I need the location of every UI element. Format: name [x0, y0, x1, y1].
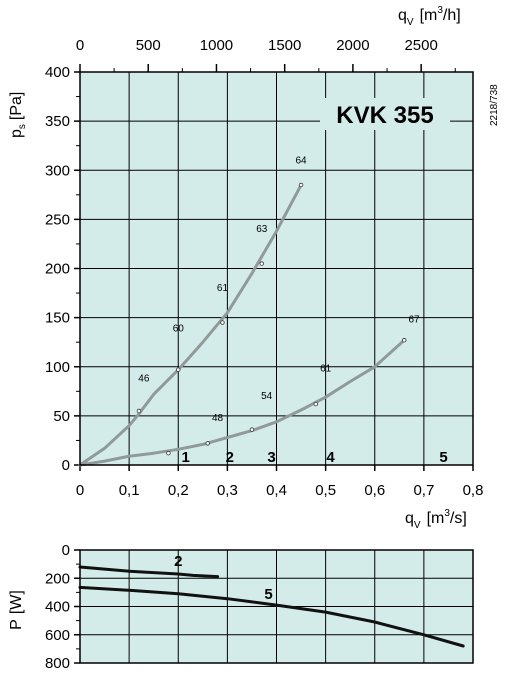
top-x-tick-label: 500: [136, 37, 161, 54]
upper-y-tick-label: 200: [45, 261, 70, 278]
curve-marker: [220, 320, 225, 325]
lower-y-tick-labels: 0 200 400 600 800: [45, 542, 70, 672]
upper-x-tick-label: 0,4: [266, 482, 287, 499]
upper-y-tick-label: 100: [45, 359, 70, 376]
sound-level-label: 48: [212, 413, 224, 424]
x-axis-label: qV [m3/s]: [405, 508, 467, 531]
chart-title: KVK 355: [336, 102, 433, 129]
upper-y-axis-label: ps[Pa]: [8, 92, 28, 138]
curve-marker: [136, 408, 142, 414]
curve-marker: [249, 427, 255, 432]
side-code: 2218/738: [489, 84, 500, 126]
sound-level-label: 54: [261, 391, 273, 402]
upper-y-tick-label: 50: [53, 408, 70, 425]
sound-level-label: 61: [320, 364, 332, 375]
upper-y-tick-label: 0: [62, 457, 70, 474]
upper-y-tick-label: 350: [45, 113, 70, 130]
zone-label: 3: [267, 449, 275, 466]
sound-level-label: 46: [138, 373, 150, 384]
curve-marker: [298, 182, 304, 188]
zone-label: 1: [181, 449, 189, 466]
sound-level-label: 64: [296, 155, 308, 166]
upper-x-tick-label: 0,6: [364, 482, 385, 499]
top-x-tick-label: 1500: [268, 37, 301, 54]
top-x-axis-label: qV [m3/h]: [398, 5, 461, 28]
lower-series-labels: 25: [174, 553, 273, 603]
system-curve-2: [78, 338, 406, 467]
power-curve-5: [78, 585, 465, 648]
top-x-tick-label: 1000: [200, 37, 233, 54]
curve-marker: [176, 367, 181, 372]
sound-level-label: 60: [173, 323, 185, 334]
lower-y-tick-label: 0: [62, 542, 70, 559]
sound-level-label: 67: [408, 315, 420, 326]
zone-label: 5: [439, 449, 447, 466]
title-box: [320, 98, 450, 130]
lower-y-tick-label: 800: [45, 655, 70, 670]
curve-marker: [166, 451, 171, 456]
upper-x-tick-label: 0,2: [168, 482, 189, 499]
lower-y-tick-label: 200: [45, 570, 70, 587]
upper-y-tick-label: 300: [45, 162, 70, 179]
lower-series-group: [78, 565, 465, 648]
upper-marker-group: [136, 182, 407, 456]
sound-level-label: 61: [217, 283, 229, 294]
upper-x-tick-label: 0: [76, 482, 84, 499]
lower-plot-frame: [79, 549, 474, 664]
lower-y-axis-label: P[W]: [8, 590, 25, 630]
power-series-label: 2: [174, 553, 182, 570]
upper-y-tick-labels: 0 50 100 150 200 250 300 350 400: [45, 64, 70, 474]
upper-x-tick-labels: 0 0,1 0,2 0,3 0,4 0,5 0,6 0,7 0,8: [76, 482, 484, 499]
upper-x-tick-label: 0,8: [463, 482, 484, 499]
upper-x-tick-label: 0,3: [217, 482, 238, 499]
upper-label-group: 46 60 61 63 64 48 54 61 67 1 2 3 4 5: [138, 155, 447, 466]
curve-marker: [259, 261, 264, 266]
upper-y-tick-label: 250: [45, 211, 70, 228]
upper-y-tick-label: 400: [45, 64, 70, 81]
top-x-tick-label: 2000: [336, 37, 369, 54]
zone-label: 2: [226, 449, 234, 466]
curve-marker: [205, 441, 210, 446]
lower-y-tick-label: 400: [45, 599, 70, 616]
upper-plot-frame: [79, 71, 474, 466]
top-x-tick-labels: 0 500 1000 1500 2000 2500: [76, 37, 438, 54]
curve-marker: [313, 401, 318, 407]
sound-level-label: 63: [256, 224, 268, 235]
power-curve-2: [78, 565, 220, 579]
upper-x-tick-label: 0,7: [413, 482, 434, 499]
upper-x-tick-label: 0,5: [315, 482, 336, 499]
top-x-tick-label: 0: [76, 37, 84, 54]
upper-x-tick-label: 0,1: [119, 482, 140, 499]
upper-y-tick-label: 150: [45, 310, 70, 327]
curve-marker: [402, 338, 407, 343]
power-series-label: 5: [264, 586, 272, 603]
top-x-tick-label: 2500: [404, 37, 437, 54]
zone-label: 4: [326, 449, 335, 466]
lower-y-tick-label: 600: [45, 627, 70, 644]
